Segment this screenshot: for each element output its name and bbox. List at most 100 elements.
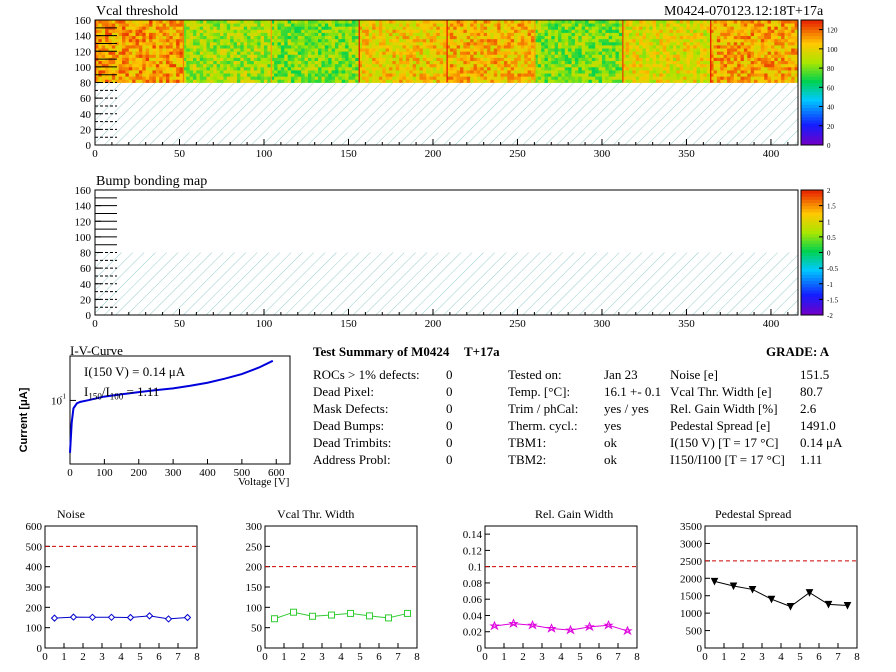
vcal-cell — [706, 48, 711, 52]
vcal-cell — [463, 26, 468, 30]
vcal-cell — [243, 79, 248, 83]
vcal-cell — [727, 73, 731, 77]
vcal-cell — [179, 32, 184, 37]
vcal-cell — [122, 70, 126, 74]
vcal-cell — [662, 26, 667, 30]
vcal-cell — [622, 41, 627, 46]
vcal-cell — [743, 79, 748, 83]
vcal-cell — [351, 45, 356, 49]
vcal-cell — [331, 35, 336, 40]
vcal-cell — [784, 73, 789, 77]
vcal-cell — [189, 76, 194, 80]
vcal-cell — [115, 20, 120, 24]
vcal-cell — [240, 54, 245, 58]
bump-palette-label: 1.5 — [827, 203, 836, 211]
vcal-cell — [419, 79, 424, 83]
vcal-cell — [618, 23, 623, 27]
vcal-cell — [699, 23, 704, 27]
performance-label: Pedestal Spread [e] — [670, 418, 771, 433]
vcal-cell — [547, 66, 552, 71]
defect-row: Mask Defects: 0 — [313, 401, 463, 418]
vcal-cell — [578, 38, 583, 43]
vcal-cell — [429, 48, 434, 52]
vcal-cell — [108, 63, 113, 68]
vcal-cell — [686, 20, 691, 24]
vcal-cell — [162, 20, 167, 24]
vcal-cell — [220, 70, 224, 74]
vcal-cell — [683, 54, 687, 58]
vcal-cell — [172, 51, 177, 55]
vcal-cell — [223, 29, 228, 33]
vcal-cell — [132, 32, 136, 37]
vcal-cell — [747, 79, 752, 83]
vcal-cell — [449, 32, 454, 37]
vcal-cell — [733, 76, 738, 80]
vcal-cell — [297, 73, 302, 77]
vcal-cell — [378, 63, 383, 68]
vcal-cell — [608, 57, 613, 62]
vcal-cell — [392, 51, 397, 55]
vcal-cell — [250, 45, 255, 49]
vcal-cell — [456, 23, 461, 27]
vcal-cell — [642, 45, 647, 49]
vcal-cell — [524, 57, 529, 62]
vcal-cell — [182, 76, 187, 80]
vcal-cell — [720, 57, 725, 62]
vcal-cell — [595, 45, 599, 49]
vcal-cell — [294, 66, 299, 71]
vcal-cell — [240, 48, 245, 52]
vcal-cell — [169, 79, 174, 83]
vcal-cell — [517, 70, 522, 74]
vcal-cell — [730, 73, 735, 77]
vcal-cell — [750, 29, 755, 33]
vcal-cell — [416, 32, 420, 37]
vcal-cell — [426, 20, 431, 24]
vcal-cell — [101, 66, 106, 71]
vcal-cell — [230, 66, 234, 71]
vcal-cell — [527, 20, 532, 24]
roc-ytick-label: 50 — [251, 623, 263, 635]
vcal-cell — [503, 48, 508, 52]
vcal-cell — [179, 26, 184, 30]
roc-chart-title: Noise — [57, 507, 85, 521]
vcal-cell — [105, 48, 109, 52]
vcal-cell — [348, 20, 353, 24]
vcal-cell — [372, 38, 376, 43]
vcal-cell — [399, 76, 403, 80]
vcal-cell — [399, 35, 403, 40]
vcal-cell — [574, 32, 579, 37]
vcal-cell — [426, 29, 431, 33]
vcal-cell — [155, 54, 160, 58]
vcal-cell — [514, 66, 518, 71]
vcal-cell — [351, 38, 356, 43]
vcal-cell — [240, 45, 245, 49]
vcal-cell — [115, 51, 120, 55]
vcal-cell — [115, 60, 120, 65]
vcal-cell — [311, 57, 316, 62]
vcal-cell — [128, 76, 133, 80]
vcal-cell — [770, 70, 775, 74]
vcal-cell — [723, 51, 728, 55]
vcal-cell — [544, 66, 549, 71]
vcal-cell — [125, 48, 130, 52]
vcal-cell — [304, 57, 309, 62]
vcal-palette-cell — [801, 110, 823, 115]
vcal-cell — [307, 23, 312, 27]
vcal-cell — [311, 54, 316, 58]
vcal-cell — [409, 73, 414, 77]
vcal-cell — [514, 73, 518, 77]
vcal-cell — [591, 23, 596, 27]
vcal-cell — [412, 41, 417, 46]
vcal-cell — [405, 23, 410, 27]
vcal-cell — [777, 79, 782, 83]
vcal-cell — [541, 79, 545, 83]
vcal-cell — [679, 76, 684, 80]
vcal-cell — [635, 76, 640, 80]
vcal-cell — [169, 41, 174, 46]
vcal-cell — [297, 51, 302, 55]
vcal-cell — [429, 63, 434, 68]
vcal-cell — [574, 76, 579, 80]
vcal-cell — [487, 45, 491, 49]
vcal-cell — [392, 20, 397, 24]
vcal-cell — [301, 29, 305, 33]
